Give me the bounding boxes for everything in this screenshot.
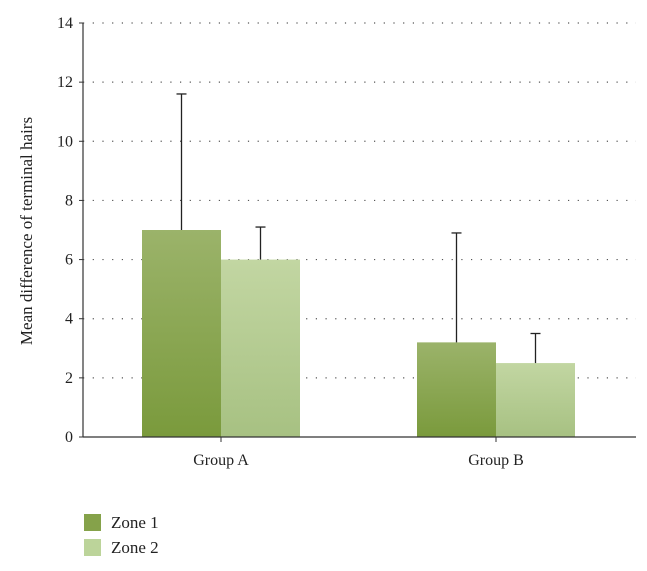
legend-label-zone-2: Zone 2: [111, 537, 159, 557]
bar-group-a-zone-2: [221, 259, 300, 437]
labels: 0 2 4 6 8 10 12 14 Group A Group B: [57, 15, 524, 469]
y-tick-label-8: 8: [65, 192, 73, 209]
y-tick-label-2: 2: [65, 370, 73, 387]
y-tick-label-6: 6: [65, 252, 73, 269]
axes: [79, 22, 636, 442]
y-tick-label-0: 0: [65, 429, 73, 446]
legend-swatch-zone-1: [84, 514, 101, 531]
legend-item-zone-1: Zone 1: [84, 510, 159, 535]
y-tick-label-12: 12: [57, 74, 73, 91]
y-tick-label-10: 10: [57, 133, 73, 150]
bar-group-a-zone-1: [142, 230, 221, 437]
bar-chart: 0 2 4 6 8 10 12 14 Group A Group B Mean differenc…: [17, 15, 636, 469]
bars: [142, 93, 575, 437]
x-tick-label-group-b: Group B: [468, 452, 524, 469]
bar-group-b-zone-2: [496, 363, 575, 437]
y-tick-label-14: 14: [57, 15, 73, 32]
y-tick-label-4: 4: [65, 311, 73, 328]
legend: Zone 1 Zone 2: [84, 510, 159, 560]
y-axis-title: Mean difference of terminal hairs: [17, 117, 36, 345]
legend-swatch-zone-2: [84, 539, 101, 556]
bar-group-b-zone-1: [417, 342, 496, 437]
x-tick-label-group-a: Group A: [193, 452, 249, 469]
legend-label-zone-1: Zone 1: [111, 512, 159, 532]
legend-item-zone-2: Zone 2: [84, 535, 159, 560]
